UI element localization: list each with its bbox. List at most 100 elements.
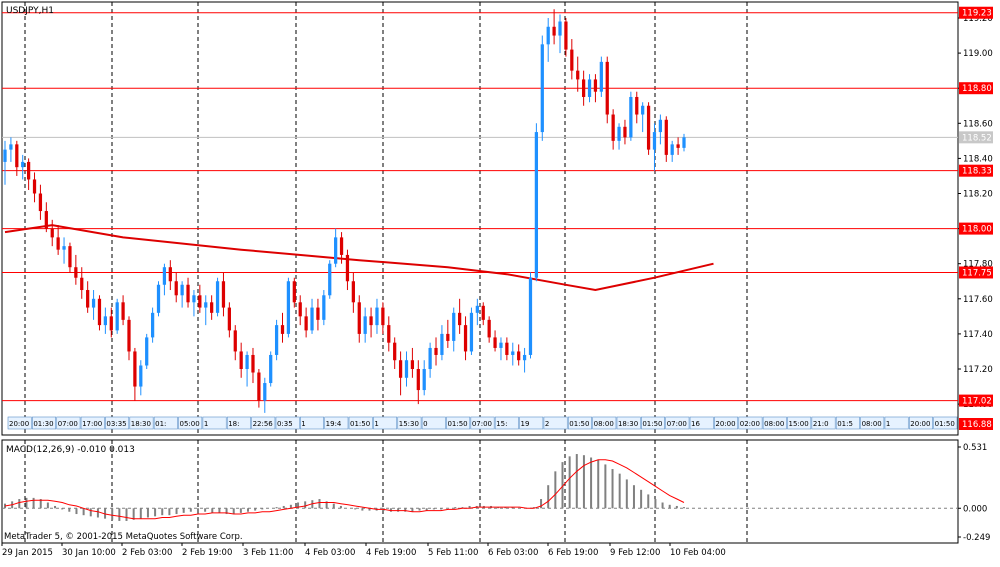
session-box [202,416,227,430]
candle-body [357,302,361,334]
session-box [835,416,860,430]
candle-body [670,144,674,155]
session-box [933,416,958,430]
candle-body [139,365,143,387]
candle-body [204,302,208,308]
session-time-label: 15:30 [399,420,419,428]
session-time-label: 07:00 [58,420,78,428]
candle-body [635,96,639,115]
y-tick-label: 119.20 [963,14,993,24]
x-tick-label: 5 Feb 11:00 [428,548,478,558]
candle-body [74,267,78,278]
x-tick-label: 2 Feb 03:00 [122,548,172,558]
session-box [519,416,544,430]
session-time-label: 16 [691,420,700,428]
candle-body [186,284,190,303]
candle-body [528,277,533,355]
price-label: 118.00 [962,225,992,235]
session-time-label: 08:00 [594,420,614,428]
macd-title: MACD(12,26,9) -0.010 0.013 [6,445,135,455]
candle-body [121,302,125,320]
session-time-label: 21:0 [813,420,829,428]
candle-body [174,281,178,296]
session-box [787,416,812,430]
y-tick-label: 117.60 [963,295,993,305]
session-box [129,416,154,430]
candle-body [15,144,19,168]
candle-body [546,26,550,45]
candle-body [611,114,615,141]
candle-body [428,347,432,369]
candle-body [56,237,60,250]
price-label-box [959,418,993,430]
session-box [592,416,617,430]
session-box [543,416,568,430]
x-tick-label: 3 Feb 11:00 [243,548,293,558]
y-tick-label: 117.80 [963,260,993,270]
session-time-label: 01:50 [935,420,955,428]
session-time-label: 0 [423,420,427,428]
candle-body [97,298,102,326]
candle-body [62,246,66,250]
candle-body [440,333,444,355]
session-box [908,416,933,430]
session-time-label: 08:00 [862,420,882,428]
candle-body [416,369,420,391]
candle-body [210,302,214,313]
session-box [300,416,324,430]
session-time-label: 01:50 [447,420,467,428]
session-box [275,416,300,430]
price-label: 116.88 [962,420,992,430]
candle-body [103,316,107,326]
candle-body [369,316,373,326]
price-label: 119.23 [962,9,992,19]
macd-y-tick-label: 0.000 [963,504,987,514]
price-label: 117.02 [962,397,992,407]
candle-body [658,119,663,133]
session-time-label: 17:00 [82,420,102,428]
session-box [105,416,130,430]
candle-body [446,333,450,341]
candle-body [328,263,332,296]
session-time-label: 15:00 [788,420,808,428]
price-label: 118.33 [962,167,992,177]
candle-body [38,193,43,212]
session-time-label: 01:5 [837,420,853,428]
candle-body [593,79,598,92]
candle-body [298,302,302,317]
candle-body [576,70,580,80]
price-label-box [959,6,993,19]
candle-body [375,307,379,326]
session-time-label: 18: [228,420,239,428]
session-time-label: 22:56 [253,420,274,428]
x-tick-label: 9 Feb 12:00 [610,548,660,558]
candle-body [469,312,474,352]
candle-body [334,237,338,264]
session-time-label: 02:00 [740,420,760,428]
candle-body [245,354,249,369]
session-box [616,416,641,430]
price-label: 118.52 [962,133,992,143]
session-box [373,416,398,430]
y-tick-label: 118.40 [963,154,993,164]
candle-body [564,21,568,50]
candle-body [410,360,415,369]
session-time-label: 1 [374,420,378,428]
session-box [738,416,763,430]
moving-average-line [4,224,714,292]
symbol-title: USDJPY,H1 [6,6,54,16]
session-box [7,416,32,430]
session-time-label: 19:4 [326,420,342,428]
candle-body [363,316,367,334]
y-tick-label: 117.40 [963,330,993,340]
candle-body [587,79,592,97]
candle-body [387,325,391,343]
price-label-box [959,394,993,407]
candle-body [570,49,574,71]
session-time-label: 1 [886,420,890,428]
candle-body [505,342,509,355]
session-time-label: 19 [521,420,530,428]
candle-body [398,360,403,378]
